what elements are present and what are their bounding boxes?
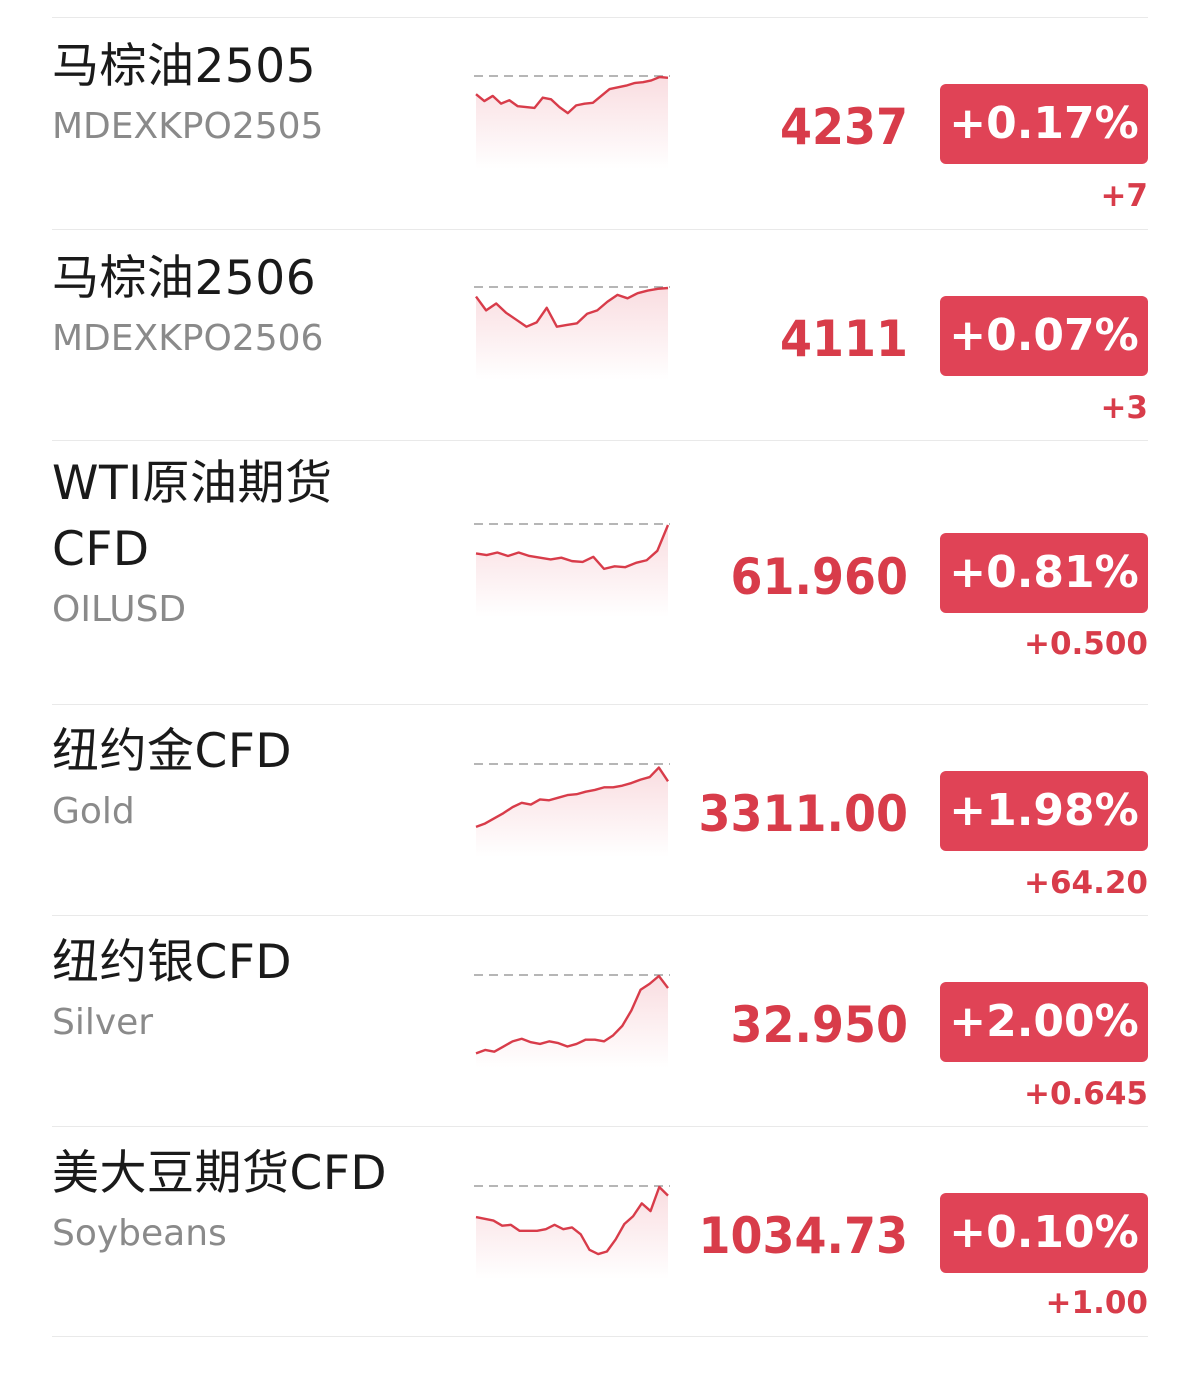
percent-change-badge[interactable]: +0.17%: [940, 84, 1148, 164]
absolute-change: +0.500: [1023, 626, 1148, 662]
instrument-names: 美大豆期货CFD Soybeans: [52, 1141, 462, 1259]
sparkline-chart: [474, 974, 670, 1068]
last-price: 4237: [779, 98, 908, 156]
sparkline-chart: [474, 763, 670, 857]
absolute-change: +7: [1100, 178, 1148, 214]
sparkline-chart: [474, 523, 670, 617]
instrument-name: 纽约金CFD: [52, 724, 293, 779]
instrument-name: 纽约银CFD: [52, 935, 293, 990]
instrument-names: WTI原油期货CFD OILUSD: [52, 451, 462, 635]
quote-row[interactable]: 马棕油2506 MDEXKPO2506 4111 +0.07% +3: [52, 230, 1148, 441]
percent-change-badge[interactable]: +0.10%: [940, 1193, 1148, 1273]
instrument-code: Soybeans: [52, 1213, 227, 1254]
quote-row[interactable]: 纽约金CFD Gold 3311.00 +1.98% +64.20: [52, 705, 1148, 916]
absolute-change: +1.00: [1045, 1285, 1148, 1321]
instrument-names: 纽约银CFD Silver: [52, 930, 462, 1048]
quote-row[interactable]: 纽约银CFD Silver 32.950 +2.00% +0.645: [52, 916, 1148, 1127]
sparkline-line: [475, 974, 669, 1055]
sparkline-line: [475, 524, 670, 571]
instrument-names: 马棕油2506 MDEXKPO2506: [52, 246, 462, 364]
instrument-code: Silver: [52, 1002, 154, 1043]
absolute-change: +3: [1100, 390, 1148, 426]
instrument-name: WTI原油期货CFD: [52, 456, 333, 577]
sparkline-area: [476, 976, 668, 1068]
sparkline-area: [476, 767, 668, 857]
sparkline-chart: [474, 286, 670, 380]
percent-change-badge[interactable]: +0.81%: [940, 533, 1148, 613]
percent-change-badge[interactable]: +2.00%: [940, 982, 1148, 1062]
quote-row[interactable]: 美大豆期货CFD Soybeans 1034.73 +0.10% +1.00: [52, 1127, 1148, 1337]
quote-row[interactable]: 马棕油2505 MDEXKPO2505 4237 +0.17% +7: [52, 18, 1148, 230]
instrument-names: 纽约金CFD Gold: [52, 719, 462, 837]
sparkline-chart: [474, 1185, 670, 1279]
instrument-code: OILUSD: [52, 589, 187, 630]
sparkline-line: [475, 766, 669, 829]
percent-change-badge[interactable]: +1.98%: [940, 771, 1148, 851]
last-price: 3311.00: [698, 785, 908, 843]
last-price: 4111: [779, 310, 908, 368]
instrument-name: 美大豆期货CFD: [52, 1146, 388, 1201]
sparkline-line: [475, 286, 669, 328]
sparkline-area: [476, 1187, 668, 1279]
quote-list: 马棕油2505 MDEXKPO2505 4237 +0.17% +7 马棕油2506 MDE…: [52, 17, 1148, 1337]
sparkline-chart: [474, 75, 670, 169]
absolute-change: +64.20: [1023, 865, 1148, 901]
instrument-code: MDEXKPO2505: [52, 106, 324, 147]
sparkline-area: [476, 288, 668, 380]
sparkline-line: [475, 75, 669, 115]
last-price: 61.960: [730, 548, 908, 606]
instrument-name: 马棕油2506: [52, 251, 317, 306]
last-price: 32.950: [730, 996, 908, 1054]
instrument-code: MDEXKPO2506: [52, 318, 324, 359]
quote-row[interactable]: WTI原油期货CFD OILUSD 61.960 +0.81% +0.500: [52, 441, 1148, 705]
sparkline-line: [475, 1185, 669, 1256]
percent-change-badge[interactable]: +0.07%: [940, 296, 1148, 376]
absolute-change: +0.645: [1023, 1076, 1148, 1112]
instrument-names: 马棕油2505 MDEXKPO2505: [52, 34, 462, 152]
sparkline-area: [476, 77, 668, 169]
instrument-name: 马棕油2505: [52, 39, 317, 94]
sparkline-area: [476, 525, 668, 617]
last-price: 1034.73: [698, 1207, 908, 1265]
instrument-code: Gold: [52, 791, 135, 832]
